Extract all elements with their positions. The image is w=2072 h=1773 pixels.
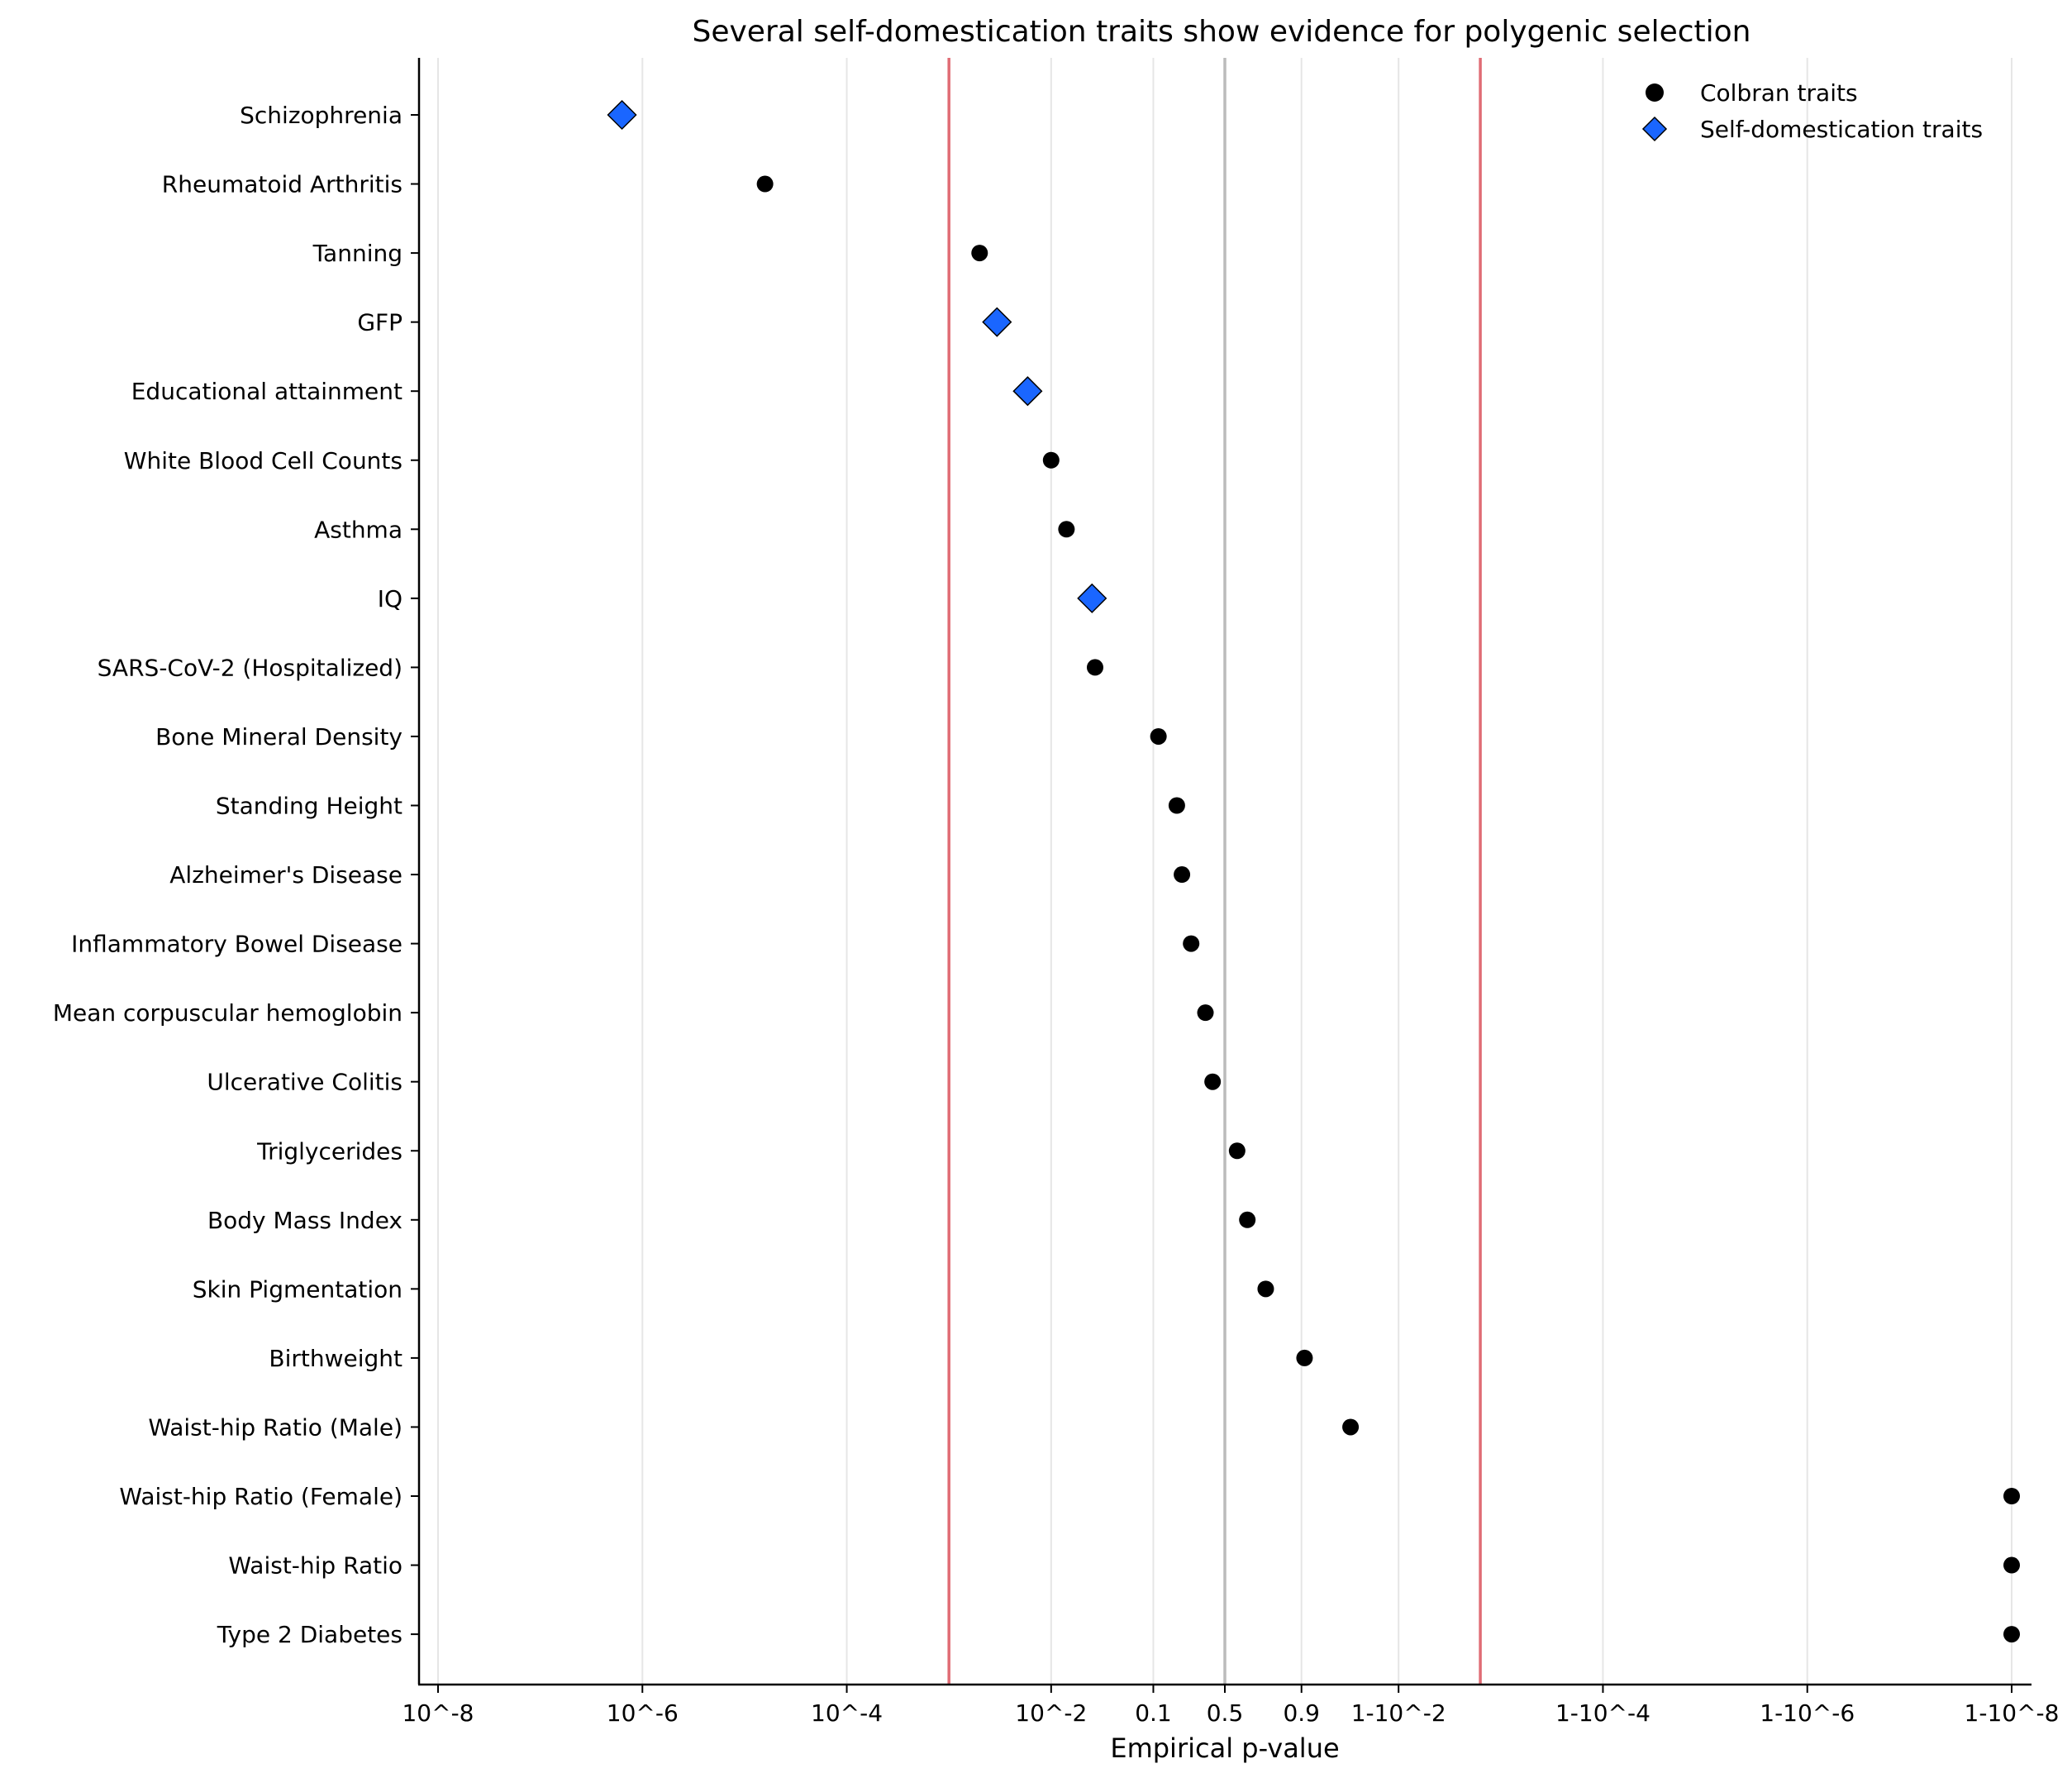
y-tick-label-9: Bone Mineral Density bbox=[155, 723, 402, 751]
point-diamond-1-3 bbox=[1077, 583, 1107, 613]
y-tick-label-22: Type 2 Diabetes bbox=[217, 1621, 402, 1648]
point-circle-0-7 bbox=[1174, 866, 1191, 884]
legend: Colbran traits Self-domestication traits bbox=[1641, 79, 1983, 143]
y-tick-label-10: Standing Height bbox=[216, 793, 402, 820]
y-tick-label-12: Inflammatory Bowel Disease bbox=[71, 931, 402, 958]
y-tick-label-13: Mean corpuscular hemoglobin bbox=[53, 999, 402, 1027]
y-tick-label-4: Educational attainment bbox=[131, 378, 402, 405]
y-tick-label-16: Body Mass Index bbox=[207, 1207, 402, 1234]
point-circle-0-11 bbox=[1228, 1142, 1246, 1160]
point-circle-0-3 bbox=[1058, 521, 1075, 538]
data-points bbox=[607, 99, 2020, 1643]
point-circle-0-10 bbox=[1204, 1073, 1222, 1090]
x-tick-label-9: 1-10^-6 bbox=[1760, 1699, 1855, 1727]
point-circle-0-14 bbox=[1296, 1349, 1313, 1366]
point-diamond-1-1 bbox=[982, 307, 1012, 337]
point-diamond-1-0 bbox=[607, 99, 637, 131]
y-ticks: Schizophrenia Rheumatoid Arthritis Tanning… bbox=[53, 102, 419, 1648]
x-tick-label-0: 10^-8 bbox=[402, 1699, 474, 1727]
point-circle-0-4 bbox=[1086, 659, 1103, 676]
legend-marker-diamond bbox=[1641, 116, 1668, 142]
point-circle-0-0 bbox=[756, 175, 774, 193]
x-tick-label-6: 0.9 bbox=[1283, 1699, 1320, 1727]
y-tick-label-7: IQ bbox=[378, 585, 402, 612]
point-circle-0-5 bbox=[1150, 727, 1167, 745]
x-tick-label-5: 0.5 bbox=[1207, 1699, 1244, 1727]
y-tick-label-2: Tanning bbox=[312, 240, 402, 267]
y-tick-label-18: Birthweight bbox=[269, 1345, 402, 1372]
point-circle-0-6 bbox=[1168, 797, 1185, 814]
point-circle-0-8 bbox=[1183, 935, 1200, 952]
x-tick-label-3: 10^-2 bbox=[1015, 1699, 1087, 1727]
x-tick-label-2: 10^-4 bbox=[811, 1699, 883, 1727]
y-tick-label-0: Schizophrenia bbox=[240, 102, 402, 129]
y-tick-label-20: Waist-hip Ratio (Female) bbox=[119, 1483, 402, 1510]
point-circle-0-1 bbox=[971, 245, 988, 262]
y-tick-label-11: Alzheimer's Disease bbox=[169, 861, 402, 889]
x-tick-label-1: 10^-6 bbox=[607, 1699, 679, 1727]
y-tick-label-21: Waist-hip Ratio bbox=[228, 1552, 402, 1580]
y-tick-label-6: Asthma bbox=[314, 516, 402, 543]
point-circle-0-2 bbox=[1042, 451, 1060, 469]
y-tick-label-19: Waist-hip Ratio (Male) bbox=[148, 1413, 402, 1441]
x-axis-label: Empirical p-value bbox=[1110, 1732, 1339, 1764]
legend-label-1: Self-domestication traits bbox=[1700, 116, 1983, 143]
x-tick-label-4: 0.1 bbox=[1135, 1699, 1172, 1727]
point-circle-0-17 bbox=[2003, 1556, 2020, 1574]
legend-label-0: Colbran traits bbox=[1700, 79, 1858, 107]
x-tick-label-10: 1-10^-8 bbox=[1965, 1699, 2060, 1727]
y-tick-label-15: Triglycerides bbox=[256, 1137, 402, 1165]
y-tick-label-5: White Blood Cell Counts bbox=[124, 447, 402, 474]
point-diamond-1-2 bbox=[1012, 376, 1043, 407]
x-tick-label-8: 1-10^-4 bbox=[1555, 1699, 1650, 1727]
point-circle-0-18 bbox=[2003, 1626, 2020, 1643]
reference-lines bbox=[947, 58, 1482, 1685]
chart-title: Several self-domestication traits show e… bbox=[692, 15, 1750, 49]
x-ticks: 10^-8 10^-6 10^-4 10^-2 0.1 0.5 0.9 1-10^-2 1-10… bbox=[402, 1685, 2059, 1727]
legend-marker-circle bbox=[1646, 83, 1664, 102]
x-tick-label-7: 1-10^-2 bbox=[1351, 1699, 1446, 1727]
y-tick-label-17: Skin Pigmentation bbox=[193, 1275, 402, 1303]
point-circle-0-13 bbox=[1257, 1280, 1274, 1298]
y-tick-label-3: GFP bbox=[357, 309, 402, 336]
point-circle-0-16 bbox=[2003, 1488, 2020, 1504]
point-circle-0-9 bbox=[1197, 1004, 1214, 1022]
y-tick-label-14: Ulcerative Colitis bbox=[207, 1069, 402, 1096]
y-tick-label-8: SARS-CoV-2 (Hospitalized) bbox=[98, 654, 402, 681]
point-circle-0-12 bbox=[1239, 1211, 1256, 1228]
point-circle-0-15 bbox=[1342, 1418, 1360, 1436]
y-tick-label-1: Rheumatoid Arthritis bbox=[162, 171, 402, 198]
